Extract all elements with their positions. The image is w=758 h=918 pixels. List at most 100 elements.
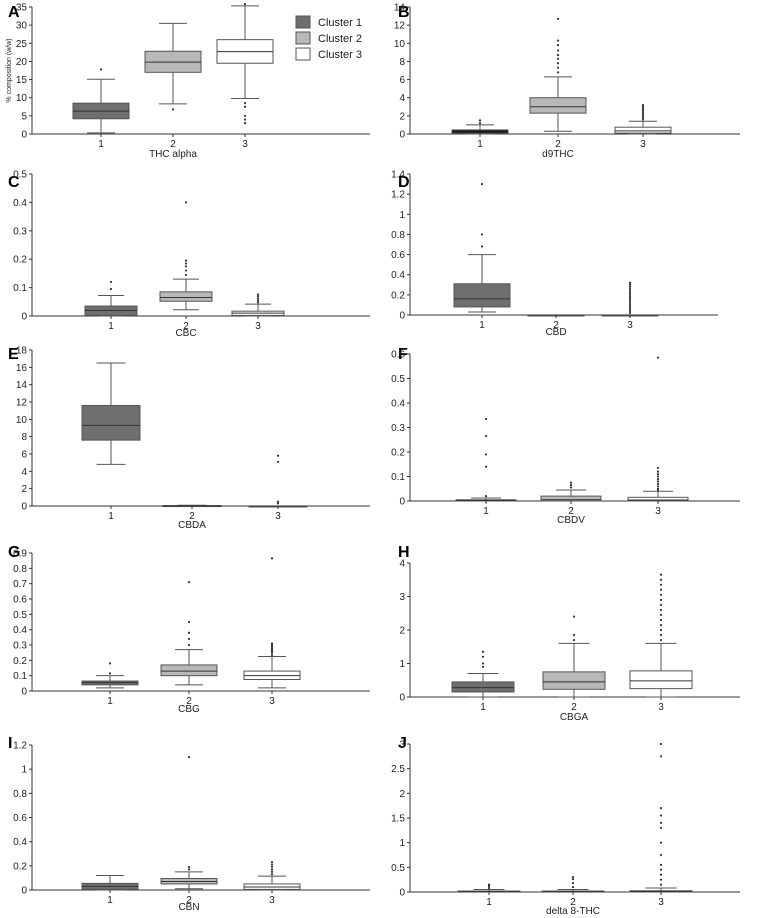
outlier-point (628, 307, 632, 311)
outlier-point (571, 885, 575, 889)
outlier-point (628, 297, 632, 300)
x-tick-label: 2 (553, 320, 559, 331)
outlier-point (256, 295, 260, 298)
box-cluster-1 (457, 883, 521, 893)
y-tick-label: 2 (399, 111, 405, 122)
outlier-point (484, 434, 488, 438)
outlier-point (628, 305, 632, 309)
x-tick-label: 2 (571, 702, 577, 713)
outlier-point (184, 262, 188, 265)
y-tick-label: 0.2 (391, 290, 405, 301)
y-tick-label: 12 (16, 398, 28, 409)
box-cluster-1 (72, 68, 130, 134)
outlier-point (270, 861, 274, 864)
y-tick-label: 5 (21, 111, 27, 122)
box (451, 681, 515, 693)
legend-label-cluster-3: Cluster 3 (318, 49, 362, 61)
y-tick-label: 0.2 (13, 656, 27, 667)
outlier-point (659, 633, 663, 637)
y-tick-label: 0.2 (13, 255, 27, 266)
y-tick-label: 0.1 (13, 283, 27, 294)
outlier-point (243, 2, 247, 6)
y-tick-label: 0.4 (391, 270, 405, 281)
outlier-point (270, 873, 274, 876)
outlier-point (487, 886, 491, 890)
outlier-point (659, 841, 663, 844)
y-tick-label: 12 (394, 21, 406, 32)
outlier-point (276, 502, 280, 505)
outlier-point (187, 755, 191, 759)
outlier-point (656, 475, 660, 478)
outlier-point (481, 662, 485, 665)
outlier-point (481, 665, 485, 668)
outlier-point (556, 62, 560, 65)
outlier-point (556, 49, 560, 52)
outlier-point (641, 103, 645, 107)
x-tick-label: 3 (640, 139, 646, 150)
box-cluster-1 (81, 362, 141, 465)
outlier-point (270, 643, 274, 647)
outlier-point (556, 57, 560, 60)
y-tick-label: 1.2 (391, 190, 405, 201)
outlier-point (659, 853, 663, 857)
outlier-point (184, 201, 188, 204)
outlier-point (108, 672, 112, 675)
outlier-point (108, 662, 112, 665)
panel-g: G 0 0.1 0.2 0.3 0.4 0.5 0.6 0.7 0.8 0.9 1 2 3 CBG (8, 544, 370, 715)
y-tick-label: 0 (21, 502, 27, 513)
y-tick-label: 4 (399, 93, 405, 104)
y-tick-label: 0 (399, 311, 405, 322)
box-cluster-3 (629, 573, 693, 698)
outlier-point (109, 280, 113, 284)
outlier-point (487, 883, 491, 886)
outlier-point (628, 303, 632, 307)
y-tick-label: 0 (399, 497, 405, 508)
x-axis-label: CBC (175, 328, 196, 339)
y-tick-label: 0.6 (391, 350, 405, 361)
box-cluster-3 (629, 742, 693, 893)
y-tick-label: 10 (16, 93, 28, 104)
panel-j: J 0 0.5 1 1.5 2 2.5 3 1 2 3 delta 8-THC (391, 735, 740, 917)
outlier-point (659, 603, 663, 606)
outlier-point (656, 485, 660, 488)
outlier-point (569, 483, 573, 487)
y-tick-label: 10 (16, 415, 28, 426)
outlier-point (659, 578, 663, 581)
y-tick-label: 6 (21, 450, 27, 461)
x-tick-label: 1 (486, 897, 492, 908)
panel-h: H 0 1 2 3 4 1 2 3 CBGA (398, 544, 740, 723)
legend-label-cluster-2: Cluster 2 (318, 33, 362, 45)
outlier-point (569, 486, 573, 489)
outlier-point (556, 44, 560, 47)
outlier-point (659, 598, 663, 601)
y-tick-label: 0 (399, 130, 405, 141)
y-tick-label: 0.4 (391, 399, 405, 410)
outlier-point (256, 301, 260, 304)
outlier-point (109, 287, 113, 291)
y-tick-label: 0.3 (13, 226, 27, 237)
x-axis-label: delta 8-THC (546, 906, 600, 917)
outlier-point (659, 814, 663, 817)
y-tick-label: 1.2 (13, 741, 27, 752)
outlier-point (270, 865, 274, 869)
outlier-point (659, 878, 663, 881)
outlier-point (656, 487, 660, 490)
y-tick-label: 0.4 (13, 625, 27, 636)
y-tick-label: 2 (21, 484, 27, 495)
y-tick-label: 0.5 (13, 610, 27, 621)
x-tick-label: 1 (477, 139, 483, 150)
box-cluster-3 (231, 293, 285, 317)
y-tick-label: 8 (21, 432, 27, 443)
y-tick-label: 0 (21, 312, 27, 323)
y-tick-label: 0.2 (391, 448, 405, 459)
outlier-point (641, 112, 645, 116)
y-tick-label: 0.5 (13, 170, 27, 181)
outlier-point (641, 107, 645, 110)
outlier-point (572, 615, 576, 618)
x-tick-label: 3 (269, 696, 275, 707)
outlier-point (641, 114, 645, 117)
box-cluster-2 (540, 481, 602, 502)
box-cluster-3 (248, 454, 308, 508)
